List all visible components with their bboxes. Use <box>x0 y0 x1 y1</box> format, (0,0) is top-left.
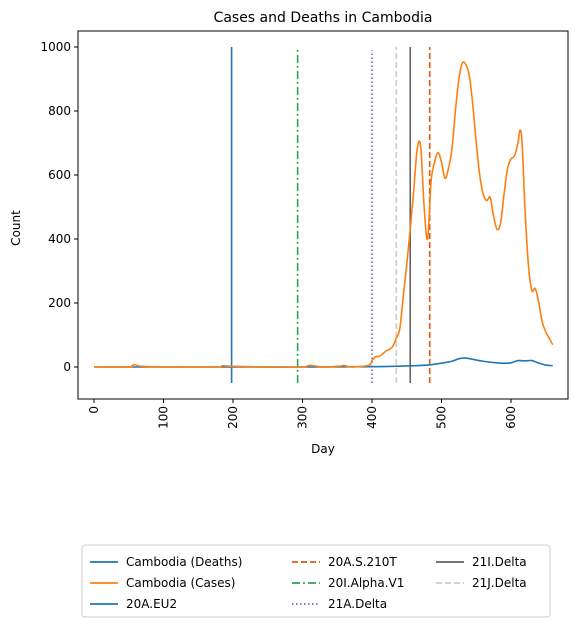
plot-frame <box>78 31 568 399</box>
y-tick-label: 0 <box>63 360 71 374</box>
y-tick-label: 1000 <box>40 40 71 54</box>
series-line-Cambodia (Deaths) <box>94 358 553 367</box>
x-tick-label: 100 <box>156 406 170 429</box>
x-tick-label: 500 <box>435 406 449 429</box>
legend: Cambodia (Deaths) Cambodia (Cases) 20A.EU2… <box>82 545 550 617</box>
legend-label: 20A.EU2 <box>126 597 177 611</box>
legend-label: Cambodia (Cases) <box>126 576 235 590</box>
legend-label: 21I.Delta <box>472 555 527 569</box>
marker-lines <box>232 47 430 383</box>
series-lines <box>94 62 553 367</box>
series-line-Cambodia (Cases) <box>94 62 553 367</box>
y-tick-label: 600 <box>48 168 71 182</box>
chart-title: Cases and Deaths in Cambodia <box>214 10 433 26</box>
legend-label: 21A.Delta <box>328 597 387 611</box>
y-axis: 0 200 400 600 800 1000 <box>40 40 78 374</box>
x-tick-label: 300 <box>295 406 309 429</box>
legend-label: Cambodia (Deaths) <box>126 555 242 569</box>
y-tick-label: 200 <box>48 296 71 310</box>
x-tick-label: 400 <box>365 406 379 429</box>
legend-label: 20I.Alpha.V1 <box>328 576 404 590</box>
x-tick-label: 200 <box>226 406 240 429</box>
y-tick-label: 800 <box>48 104 71 118</box>
x-axis: 0 100 200 300 400 500 600 <box>87 399 518 429</box>
x-tick-label: 600 <box>504 406 518 429</box>
y-axis-label: Count <box>9 210 23 246</box>
legend-label: 20A.S.210T <box>328 555 397 569</box>
x-axis-label: Day <box>311 442 335 456</box>
y-tick-label: 400 <box>48 232 71 246</box>
legend-label: 21J.Delta <box>472 576 527 590</box>
x-tick-label: 0 <box>87 406 101 414</box>
